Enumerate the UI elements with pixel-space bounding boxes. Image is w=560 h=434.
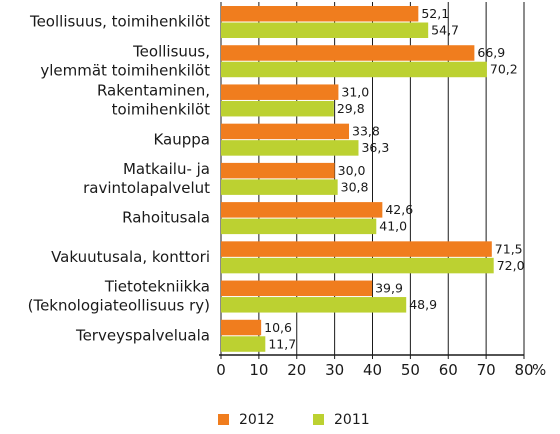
data-label: 30,0 — [338, 163, 366, 178]
data-label: 42,6 — [385, 202, 413, 217]
data-label: 66,9 — [477, 45, 505, 60]
bar-2012 — [221, 202, 383, 218]
category-label: Terveyspalveluala — [75, 326, 210, 344]
bar-2011 — [221, 22, 429, 38]
tick-label: 40 — [363, 361, 382, 379]
tick-label: 20 — [287, 361, 306, 379]
legend-label: 2012 — [239, 412, 275, 428]
bar-2011 — [221, 218, 377, 235]
bar-2011 — [221, 100, 334, 117]
data-label: 72,0 — [497, 258, 525, 273]
bar-2011 — [221, 61, 487, 78]
tick-label: 10 — [249, 361, 268, 379]
data-label: 70,2 — [490, 62, 518, 77]
data-label: 30,8 — [341, 179, 369, 194]
bar-2012 — [221, 280, 373, 297]
data-label: 33,8 — [352, 124, 380, 139]
bar-2012 — [221, 162, 335, 179]
bar-2012 — [221, 319, 262, 336]
data-label: 39,9 — [375, 281, 403, 296]
data-label: 11,7 — [268, 336, 296, 351]
category-label: Tietotekniikka — [104, 278, 210, 296]
bar-2011 — [221, 179, 338, 195]
data-label: 31,0 — [341, 84, 369, 99]
data-label: 29,8 — [337, 101, 365, 116]
legend-swatch-2011 — [313, 414, 324, 425]
data-label: 41,0 — [379, 219, 407, 234]
category-label: Teollisuus, — [132, 42, 210, 60]
data-label: 36,3 — [361, 140, 389, 155]
x-unit-label: % — [532, 361, 546, 379]
legend-swatch-2012 — [218, 414, 229, 425]
category-label: Rakentaminen, — [97, 82, 210, 100]
category-label: toimihenkilöt — [112, 101, 210, 119]
bar-2011 — [221, 257, 494, 274]
category-label: Vakuutusala, konttori — [51, 248, 210, 266]
category-label: Matkailu- ja — [123, 160, 210, 178]
bar-2012 — [221, 45, 475, 61]
bar-2012 — [221, 84, 339, 100]
category-label: ylemmät toimihenkilöt — [40, 61, 210, 79]
data-label: 48,9 — [409, 297, 437, 312]
data-label: 71,5 — [495, 241, 523, 256]
bar-2012 — [221, 123, 350, 140]
category-label: Rahoitusala — [122, 209, 210, 227]
category-label: Teollisuus, toimihenkilöt — [29, 13, 210, 31]
bar-2011 — [221, 140, 359, 156]
tick-label: 80 — [514, 361, 533, 379]
category-label: ravintolapalvelut — [83, 179, 210, 197]
bar-2012 — [221, 241, 492, 257]
tick-label: 60 — [439, 361, 458, 379]
bar-2012 — [221, 6, 419, 22]
tick-label: 30 — [325, 361, 344, 379]
legend-label: 2011 — [334, 412, 370, 428]
tick-label: 0 — [216, 361, 226, 379]
category-label: Kauppa — [153, 130, 210, 148]
data-label: 52,1 — [421, 6, 449, 21]
bar-2011 — [221, 336, 266, 352]
bar-2011 — [221, 297, 407, 313]
tick-label: 70 — [477, 361, 496, 379]
data-label: 10,6 — [264, 320, 292, 335]
data-label: 54,7 — [431, 23, 459, 38]
category-label: (Teknologiateollisuus ry) — [28, 297, 210, 315]
tick-label: 50 — [401, 361, 420, 379]
